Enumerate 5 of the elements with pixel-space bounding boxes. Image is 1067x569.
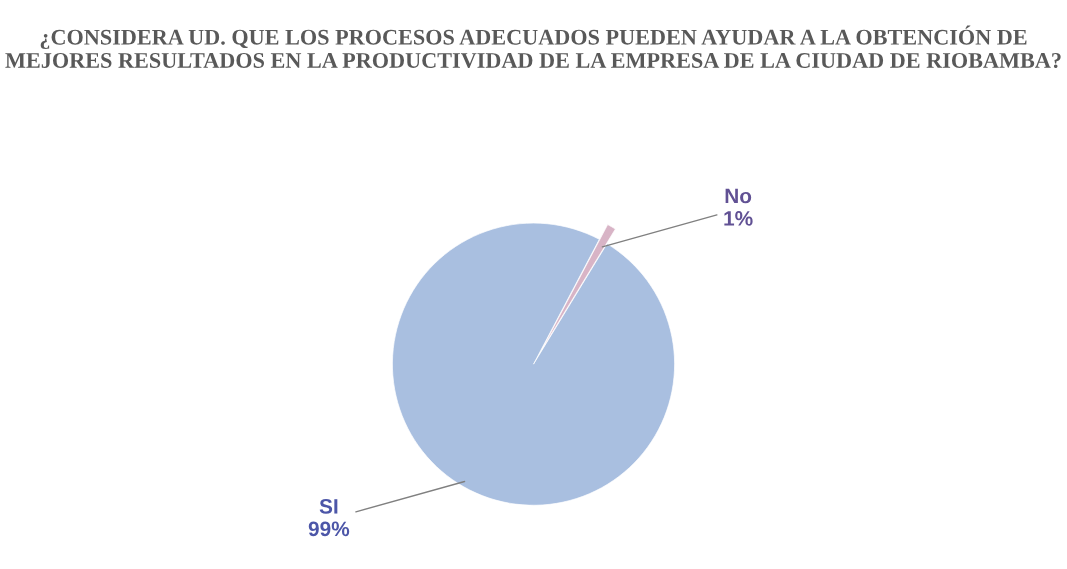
chart-title: ¿CONSIDERA UD. QUE LOS PROCESOS ADECUADOS PUEDEN AYUDAR A LA OBTENCIÓN DE MEJORES RESULTADOS EN LA PRODUCTIVIDAD DE LA EMPRESA DE LA CIUDAD DE RIOBAMBA? [5,25,1061,69]
slice-label: No [725,188,752,204]
slice-label: SI [319,498,338,514]
data-label: 99% [308,521,350,537]
data-label: 1% [724,211,753,226]
